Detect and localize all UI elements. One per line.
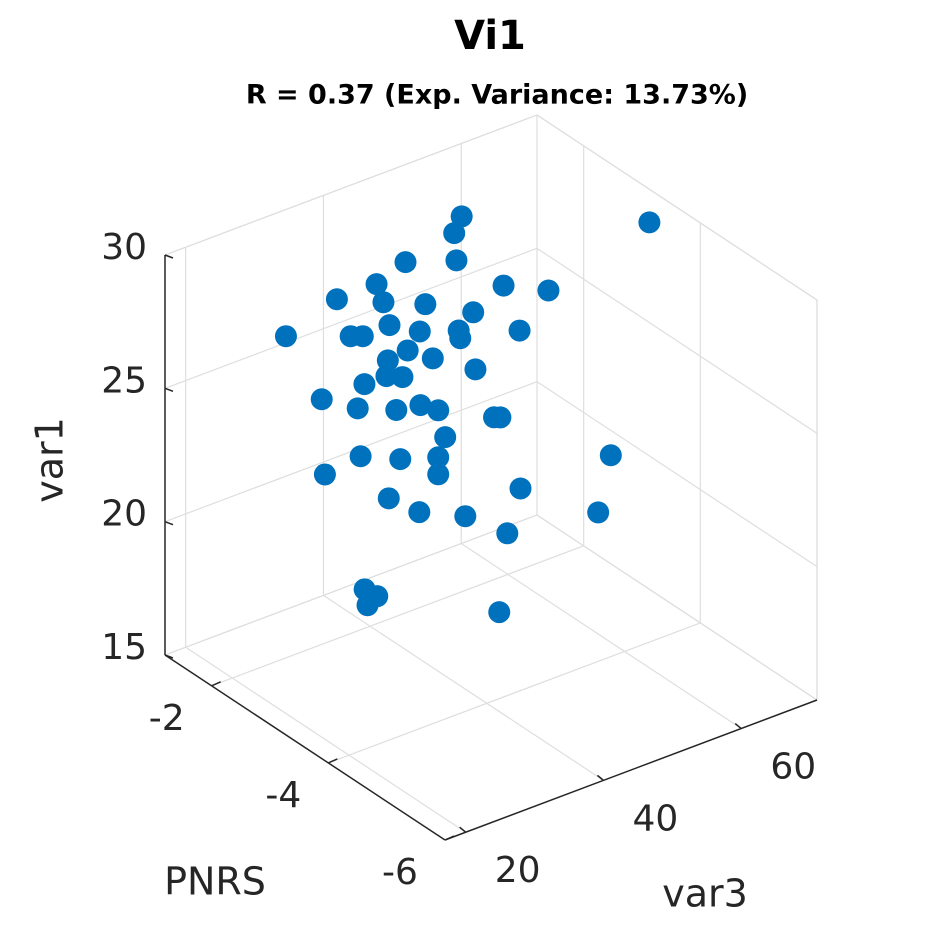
- z-tick: [164, 254, 174, 259]
- point: [385, 398, 408, 421]
- z-tick-label: 30: [101, 227, 147, 268]
- point: [462, 301, 485, 324]
- chart-title: Vi1: [454, 13, 526, 59]
- point: [599, 444, 622, 467]
- point: [496, 522, 519, 545]
- point: [434, 426, 457, 449]
- point: [353, 373, 376, 396]
- z-tick-label: 20: [101, 494, 147, 535]
- point: [421, 347, 444, 370]
- point: [356, 594, 379, 617]
- grid-line: [536, 114, 818, 301]
- z-tick: [164, 654, 174, 659]
- y-tick-label: 40: [633, 798, 679, 839]
- grid-line: [536, 247, 818, 434]
- point: [391, 366, 414, 389]
- point: [365, 273, 388, 296]
- x-tick: [328, 758, 338, 764]
- z-axis-label: var1: [28, 417, 72, 503]
- grid-line: [328, 622, 701, 764]
- y-tick: [734, 722, 742, 730]
- point: [378, 314, 401, 337]
- point: [409, 394, 432, 417]
- point: [464, 358, 487, 381]
- grid-line: [211, 545, 584, 687]
- z-tick: [164, 520, 174, 526]
- point: [489, 406, 512, 429]
- z-tick-label: 15: [101, 627, 147, 668]
- point: [394, 251, 417, 274]
- point: [488, 601, 511, 624]
- point: [449, 327, 472, 350]
- grid-line: [164, 247, 538, 389]
- y-tick-label: 20: [495, 850, 541, 891]
- point: [310, 388, 333, 411]
- point: [377, 487, 400, 510]
- x-tick-label: -2: [149, 698, 185, 739]
- point: [396, 339, 419, 362]
- z-tick-label: 25: [101, 360, 147, 401]
- point: [427, 463, 450, 486]
- point: [454, 505, 477, 528]
- x-tick-label: -6: [382, 852, 418, 893]
- x-axis-label: PNRS: [164, 860, 266, 904]
- chart-subtitle: R = 0.37 (Exp. Variance: 13.73%): [246, 80, 748, 111]
- grid-line: [536, 381, 818, 568]
- point: [389, 448, 412, 471]
- y-tick: [596, 774, 604, 781]
- x-tick-label: -4: [265, 775, 301, 816]
- point: [587, 501, 610, 524]
- point: [408, 501, 431, 524]
- point: [492, 274, 515, 297]
- point: [274, 325, 297, 348]
- grid-line: [460, 543, 742, 730]
- point: [450, 205, 473, 228]
- point: [375, 365, 398, 388]
- point: [325, 288, 348, 311]
- point: [372, 291, 395, 314]
- point: [313, 463, 336, 486]
- point: [346, 397, 369, 420]
- x-tick: [211, 681, 221, 687]
- point: [508, 319, 531, 342]
- z-tick: [164, 387, 174, 393]
- point: [445, 249, 468, 272]
- grid-line: [164, 514, 538, 656]
- point: [443, 222, 466, 245]
- grid-line: [536, 514, 818, 701]
- y-axis-line: [444, 699, 818, 841]
- y-tick: [459, 826, 467, 833]
- point: [537, 279, 560, 302]
- y-tick-label: 60: [770, 747, 816, 788]
- x-tick: [444, 835, 455, 841]
- point: [427, 446, 450, 469]
- grid-line: [323, 594, 604, 781]
- point: [414, 293, 437, 316]
- point: [638, 211, 661, 234]
- point: [408, 320, 431, 343]
- point: [351, 325, 374, 348]
- point: [349, 445, 372, 468]
- point: [427, 399, 450, 422]
- y-axis-label: var3: [662, 872, 748, 916]
- grid-line: [164, 114, 538, 256]
- point: [509, 477, 532, 500]
- grid-line: [185, 646, 466, 833]
